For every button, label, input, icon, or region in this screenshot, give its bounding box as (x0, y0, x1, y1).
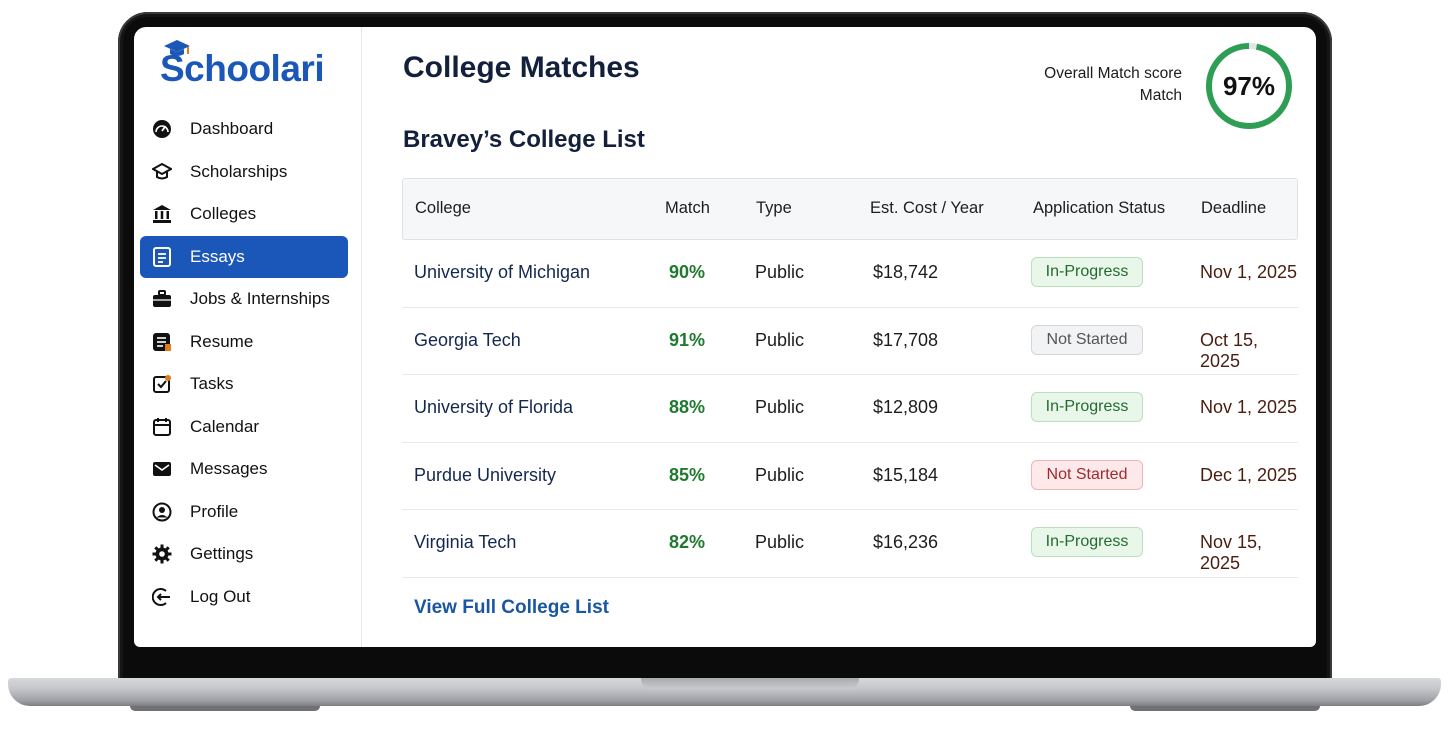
sidebar-nav: Dashboard Scholarships Colleges Essays Jobs … (140, 108, 348, 618)
sidebar-item-label: Dashboard (190, 119, 274, 139)
type-cell: Public (755, 464, 805, 485)
type-cell: Public (755, 329, 805, 350)
table-row[interactable]: Purdue University 85% Public $15,184 Not Sta… (402, 443, 1298, 510)
institution-icon (152, 204, 172, 224)
sidebar-item-label: Calendar (190, 416, 259, 436)
sidebar-item-dashboard[interactable]: Dashboard (140, 108, 348, 151)
type-cell: Public (755, 532, 805, 552)
status-badge: Not Started (1031, 459, 1143, 490)
task-check-icon (152, 374, 172, 394)
sidebar-item-label: Messages (190, 459, 268, 479)
graduation-cap-logo-icon (164, 40, 190, 56)
sidebar-item-label: Log Out (190, 586, 251, 606)
deadline-cell: Nov 15, 2025 (1200, 532, 1263, 573)
cost-cell: $17,708 (873, 329, 939, 350)
match-percent-cell: 91% (669, 329, 706, 350)
college-table: College Match Type Est. Cost / Year Appl… (402, 178, 1298, 578)
envelope-icon (152, 459, 172, 479)
laptop-foot-right (1130, 706, 1320, 711)
sidebar-item-label: Profile (190, 501, 239, 521)
college-name-cell[interactable]: Virginia Tech (414, 532, 517, 552)
table-row[interactable]: Virginia Tech 82% Public $16,236 In-Progress… (402, 510, 1298, 578)
college-name-cell[interactable]: University of Florida (414, 397, 574, 417)
sidebar-item-label: Resume (190, 331, 254, 351)
college-list-title: Bravey’s College List (403, 126, 645, 153)
column-header-status[interactable]: Application Status (1033, 199, 1166, 217)
overall-match-label: Overall Match score Match (1044, 63, 1182, 107)
logo-text: Schoolari (160, 48, 325, 89)
cost-cell: $18,742 (873, 262, 939, 282)
laptop-foot-left (130, 706, 320, 711)
sidebar-item-label: Tasks (190, 374, 234, 394)
gear-icon (152, 544, 172, 564)
sidebar-item-gettings[interactable]: Gettings (140, 533, 348, 576)
type-cell: Public (755, 262, 805, 282)
table-row[interactable]: Georgia Tech 91% Public $17,708 Not Started O… (402, 308, 1298, 375)
sidebar-item-scholarships[interactable]: Scholarships (140, 151, 348, 194)
app-screen: Schoolari Dashboard Scholarships Colleges E… (134, 27, 1316, 647)
sidebar-item-resume[interactable]: Resume (140, 321, 348, 364)
score-label-line2: Match (1139, 87, 1182, 104)
sidebar-item-label: Colleges (190, 204, 257, 224)
college-name-cell[interactable]: University of Michigan (414, 262, 591, 282)
sidebar-item-label: Essays (190, 246, 245, 266)
sidebar-item-log-out[interactable]: Log Out (140, 576, 348, 619)
type-cell: Public (755, 397, 805, 417)
calendar-icon (152, 417, 172, 437)
match-score-value: 97% (1222, 70, 1276, 101)
status-badge: Not Started (1031, 324, 1143, 355)
match-score-ring (1206, 43, 1292, 129)
resume-icon (152, 332, 172, 352)
sidebar-item-label: Jobs & Internships (190, 289, 330, 309)
logout-icon (151, 587, 172, 607)
sidebar-item-essays[interactable]: Essays (140, 235, 348, 278)
user-circle-icon (152, 502, 172, 522)
score-label-line1: Overall Match score (1044, 65, 1182, 82)
status-badge: In-Progress (1031, 527, 1143, 557)
table-row[interactable]: University of Florida 88% Public $12,809 In-… (402, 375, 1298, 443)
laptop-hinge-notch (641, 678, 859, 689)
app-logo[interactable]: Schoolari (160, 40, 325, 91)
cost-cell: $16,236 (873, 532, 939, 552)
column-header-type[interactable]: Type (756, 199, 792, 217)
column-header-college[interactable]: College (415, 199, 471, 217)
briefcase-icon (152, 289, 172, 309)
sidebar-item-tasks[interactable]: Tasks (140, 363, 348, 406)
table-header: College Match Type Est. Cost / Year Appl… (402, 178, 1298, 240)
sidebar-item-calendar[interactable]: Calendar (140, 406, 348, 449)
sidebar-item-label: Gettings (190, 544, 254, 564)
status-badge: In-Progress (1031, 257, 1143, 287)
table-body: University of Michigan 90% Public $18,742 In… (402, 240, 1298, 578)
graduation-cap-icon (150, 162, 174, 182)
cost-cell: $15,184 (873, 464, 939, 485)
page-title: College Matches (403, 51, 640, 84)
sidebar-item-colleges[interactable]: Colleges (140, 193, 348, 236)
deadline-cell: Nov 1, 2025 (1200, 397, 1298, 417)
sidebar-item-messages[interactable]: Messages (140, 448, 348, 491)
match-percent-cell: 82% (669, 532, 706, 552)
sidebar-item-jobs-internships[interactable]: Jobs & Internships (140, 278, 348, 321)
view-full-college-list-link[interactable]: View Full College List (414, 597, 609, 618)
college-name-cell[interactable]: Purdue University (414, 464, 557, 485)
match-percent-cell: 85% (669, 464, 706, 485)
deadline-cell: Dec 1, 2025 (1200, 464, 1298, 485)
sidebar-item-label: Scholarships (190, 161, 288, 181)
match-percent-cell: 88% (669, 397, 706, 417)
column-header-match[interactable]: Match (665, 199, 710, 217)
column-header-cost[interactable]: Est. Cost / Year (870, 199, 984, 217)
column-header-deadline[interactable]: Deadline (1201, 199, 1267, 217)
deadline-cell: Nov 1, 2025 (1200, 262, 1298, 282)
sidebar: Schoolari Dashboard Scholarships Colleges E… (134, 27, 362, 647)
dashboard-gauge-icon (152, 119, 172, 139)
cost-cell: $12,809 (873, 397, 939, 417)
status-badge: In-Progress (1031, 392, 1143, 422)
deadline-cell: Oct 15, 2025 (1200, 329, 1259, 371)
document-icon (152, 246, 172, 267)
table-row[interactable]: University of Michigan 90% Public $18,742 In… (402, 240, 1298, 308)
sidebar-item-profile[interactable]: Profile (140, 491, 348, 534)
college-name-cell[interactable]: Georgia Tech (414, 329, 521, 350)
main-content: College Matches Overall Match score Matc… (362, 27, 1316, 647)
match-percent-cell: 90% (669, 262, 706, 282)
